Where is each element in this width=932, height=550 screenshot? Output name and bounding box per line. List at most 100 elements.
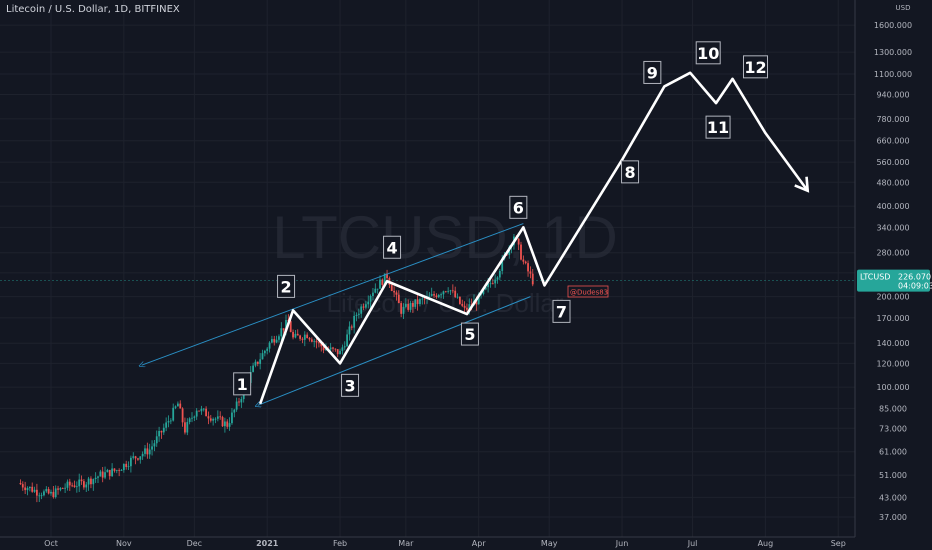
time-axis[interactable]: Oct Nov Dec 2021 Feb Mar Apr May Jun Jul Aug Sep [0, 536, 855, 548]
candle-body [221, 417, 224, 427]
candle-body [198, 410, 200, 412]
candle-body [40, 495, 43, 497]
wave-label-5: 5 [460, 322, 479, 346]
wave-label-6: 6 [509, 195, 528, 219]
candle-body [45, 489, 48, 492]
candle-body [336, 349, 339, 355]
candle-body [195, 410, 198, 417]
y-tick-label: 100.000 [876, 383, 909, 392]
candle-body [205, 408, 207, 417]
candle-body [90, 478, 92, 485]
candle-body [498, 270, 501, 278]
candle-body [127, 466, 130, 468]
wave-label-9: 9 [643, 60, 662, 84]
wave-label-box [552, 299, 571, 323]
candle-body [531, 273, 534, 285]
wave-label-box [621, 160, 640, 184]
candle-body [33, 489, 36, 492]
candle-body [75, 486, 78, 488]
candle-body [226, 421, 229, 427]
candle-body [254, 361, 257, 366]
x-tick-label: 2021 [256, 539, 279, 548]
wave-label-4: 4 [383, 235, 402, 259]
candle-body [308, 338, 311, 340]
x-tick-label: Feb [333, 539, 347, 548]
candle-body [325, 349, 327, 351]
wave-label-box [705, 115, 731, 139]
candle-body [353, 315, 356, 328]
candle-body [122, 463, 125, 471]
y-tick-label: 170.000 [876, 314, 909, 323]
wave-label-text: 9 [647, 63, 658, 82]
x-tick-label: Nov [116, 539, 132, 548]
candle-body [26, 488, 29, 491]
candle-body [435, 295, 438, 298]
candle-body [306, 334, 309, 339]
candle-body [271, 339, 273, 343]
candle-body [341, 347, 344, 351]
candle-body [137, 458, 139, 460]
candle-body [24, 487, 27, 491]
last-price-value: 226.070 [898, 273, 931, 282]
candle-body [475, 300, 478, 305]
wave-label-text: 1 [237, 375, 248, 394]
candle-body [412, 302, 414, 307]
candle-body [496, 277, 499, 280]
candle-body [381, 279, 384, 285]
candle-body [141, 453, 144, 457]
wave-label-1: 1 [233, 372, 252, 396]
x-tick-label: May [541, 539, 558, 548]
candle-body [130, 457, 132, 467]
candle-body [374, 288, 377, 293]
candle-body [423, 298, 426, 300]
x-tick-label: Aug [758, 539, 774, 548]
candle-body [282, 328, 285, 331]
candle-body [59, 488, 62, 490]
wave-label-3: 3 [341, 373, 360, 397]
candle-body [489, 283, 492, 285]
candle-body [165, 422, 168, 428]
wave-label-box [277, 274, 296, 298]
x-tick-label: Sep [831, 539, 846, 548]
candle-body [428, 295, 431, 297]
x-tick-label: Apr [472, 539, 487, 548]
elliott-wave-path [258, 71, 810, 405]
candle-body [266, 348, 269, 351]
candle-body [78, 479, 81, 487]
wave-label-text: 11 [707, 118, 729, 137]
candle-body [125, 463, 128, 467]
candle-body [350, 326, 353, 328]
candle-body [466, 307, 468, 310]
candle-body [367, 301, 370, 305]
candle-body [482, 289, 485, 295]
x-tick-label: Oct [44, 539, 58, 548]
candle-body [186, 422, 189, 433]
y-tick-label: 560.000 [876, 158, 909, 167]
candle-body [390, 284, 393, 291]
x-tick-label: Mar [398, 539, 414, 548]
candle-body [522, 259, 525, 262]
candle-body [292, 331, 294, 338]
candle-body [19, 483, 22, 485]
candle-body [85, 484, 88, 488]
wave-label-box [341, 373, 360, 397]
candle-body [148, 449, 151, 455]
wave-label-box [743, 55, 768, 79]
candle-body [228, 423, 231, 427]
candle-body [167, 421, 170, 423]
candle-body [379, 279, 381, 289]
candle-body [421, 298, 424, 300]
candle-body [329, 347, 332, 350]
wave-label-text: 2 [280, 277, 291, 296]
candle-body [386, 273, 388, 279]
candle-body [172, 407, 175, 421]
candle-body [153, 443, 156, 447]
wave-label-11: 11 [705, 115, 731, 139]
candle-body [477, 294, 480, 305]
candle-body [369, 295, 372, 302]
candle-body [339, 350, 341, 355]
candle-body [64, 487, 66, 489]
candle-body [207, 416, 210, 419]
candle-body [365, 304, 367, 308]
